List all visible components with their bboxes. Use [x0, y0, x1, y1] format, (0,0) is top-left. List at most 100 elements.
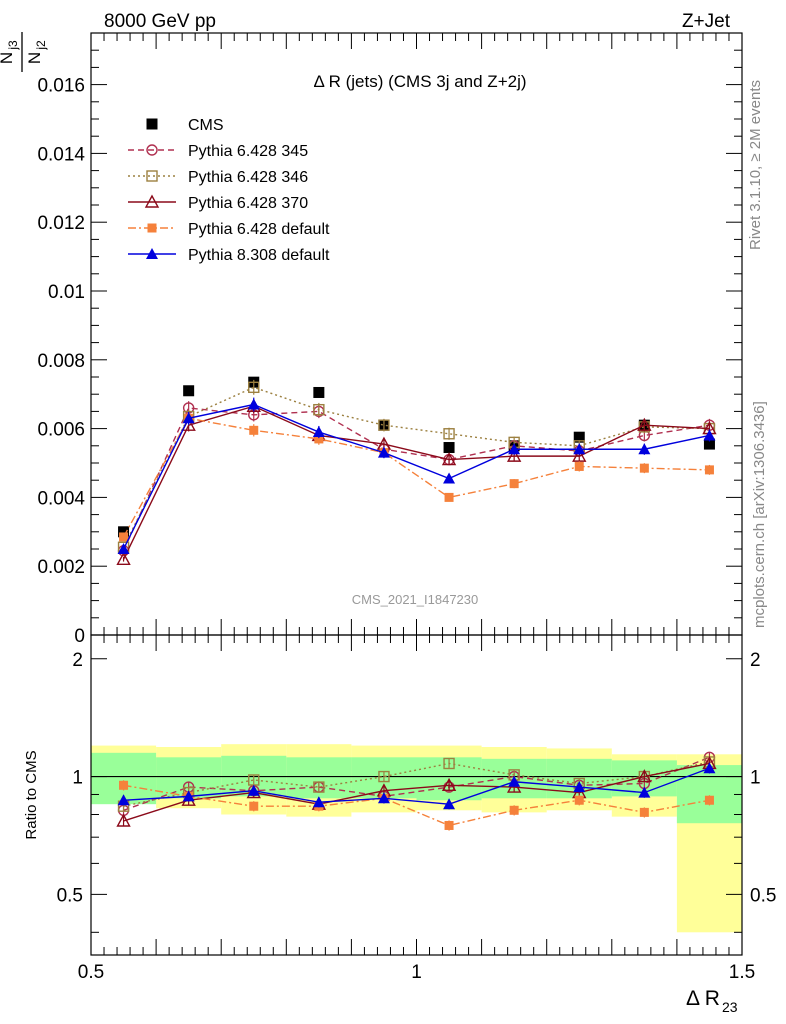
- data-point: [313, 403, 325, 416]
- band-inner: [676, 765, 742, 824]
- data-point: [441, 452, 457, 466]
- data-point: [638, 443, 651, 455]
- data-point: [443, 428, 455, 440]
- legend-item-p6def: Pythia 6.428 default: [128, 221, 330, 238]
- series-line: [122, 405, 710, 560]
- legend-marker: [146, 170, 158, 182]
- data-point: [443, 442, 455, 454]
- data-point: [508, 443, 521, 455]
- ratio-point: [116, 813, 131, 827]
- data-point: [248, 381, 260, 394]
- y-tick-label: 0.004: [37, 488, 85, 509]
- legend-label: CMS: [188, 117, 224, 134]
- data-point: [314, 434, 324, 444]
- legend-marker: [147, 223, 157, 233]
- y-tick-label: 0.012: [37, 213, 85, 234]
- series-line: [122, 403, 710, 550]
- legend-label: Pythia 6.428 default: [188, 221, 330, 238]
- ratio-point: [117, 794, 130, 806]
- data-point: [444, 492, 454, 502]
- ylabel-num: N: [0, 52, 16, 64]
- ratio-point: [312, 796, 325, 808]
- header-left: 8000 GeV pp: [104, 11, 216, 32]
- ratio-line: [123, 762, 710, 822]
- legend-item-cms: CMS: [146, 117, 224, 134]
- ratio-point: [704, 795, 714, 805]
- data-point: [249, 425, 259, 435]
- series-line: [122, 417, 710, 538]
- series-p6def: [119, 411, 714, 542]
- legend-item-p370: Pythia 6.428 370: [128, 194, 308, 212]
- data-point: [637, 417, 652, 431]
- mcplots-label: mcplots.cern.ch [arXiv:1306.3436]: [751, 401, 768, 628]
- ratio-point: [444, 820, 454, 830]
- data-point: [117, 543, 130, 554]
- data-point: [377, 446, 390, 458]
- ratio-line: [123, 767, 710, 805]
- data-point: [703, 429, 716, 441]
- ratio-point: [441, 777, 457, 791]
- series-p345: [117, 401, 716, 557]
- data-point: [247, 398, 260, 410]
- y-tick-label: 0.016: [37, 76, 85, 97]
- data-point: [506, 448, 522, 462]
- data-point: [639, 463, 649, 473]
- data-point: [509, 479, 519, 489]
- ratio-point: [574, 795, 584, 805]
- legend-label: Pythia 6.428 370: [188, 195, 308, 212]
- series-line: [122, 407, 710, 552]
- xlabel: Δ R: [686, 987, 720, 1010]
- data-point: [443, 472, 456, 484]
- main-ylabel: N j3 N j2: [0, 32, 48, 72]
- ratio-point: [639, 807, 649, 817]
- ratio-y-tick-label: 0.5: [57, 885, 83, 906]
- x-tick-label: 1.5: [729, 962, 755, 983]
- xlabel-sub: 23: [722, 999, 738, 1015]
- series-p370: [116, 398, 717, 566]
- ratio-series-p8def: [117, 762, 716, 810]
- legend-item-p8def: Pythia 8.308 default: [128, 247, 330, 264]
- legend-item-p345: Pythia 6.428 345: [128, 143, 308, 160]
- main-panel: 0 0.002 0.004 0.006 0.008 0.01 0.012 0.014 0.016: [37, 32, 743, 647]
- analysis-watermark: CMS_2021_I1847230: [352, 592, 479, 607]
- data-point: [313, 386, 325, 398]
- data-point: [118, 526, 130, 538]
- legend-label: Pythia 6.428 345: [188, 143, 308, 160]
- ratio-y-tick-label-right: 2: [750, 650, 761, 671]
- legend-label: Pythia 6.428 346: [188, 169, 308, 186]
- data-point: [703, 438, 715, 450]
- rivet-label: Rivet 3.1.10, ≥ 2M events: [747, 80, 764, 250]
- ratio-y-tick-label: 1: [72, 768, 83, 789]
- ylabel-num-sub: j3: [6, 40, 20, 51]
- y-tick-label: 0.008: [37, 351, 85, 372]
- data-point: [378, 419, 390, 431]
- x-axis-label: Δ R 23: [686, 987, 738, 1015]
- legend-marker: [146, 118, 158, 130]
- ratio-panel: 0.5 1 1.5 0.5 0.5 1 1 2 2: [57, 33, 776, 983]
- legend: CMS Pythia 6.428 345 Pythia 6.428 346 Pythi…: [128, 117, 330, 264]
- ratio-line: [123, 761, 710, 807]
- y-tick-label: 0.006: [37, 420, 85, 441]
- ratio-point: [247, 784, 260, 796]
- series-line: [122, 386, 710, 548]
- legend-marker: [146, 144, 158, 156]
- main-y-ticks: 0 0.002 0.004 0.006 0.008 0.01 0.012 0.014 0.016: [37, 32, 742, 647]
- data-point: [572, 448, 587, 462]
- x-tick-label: 0.5: [78, 962, 104, 983]
- ratio-point: [637, 769, 652, 783]
- ratio-point: [573, 781, 586, 793]
- main-title: Δ R (jets) (CMS 3j and Z+2j): [313, 72, 526, 91]
- ylabel-den-sub: j2: [34, 40, 48, 51]
- data-point: [183, 385, 195, 397]
- data-point: [182, 412, 195, 424]
- ratio-point: [313, 781, 325, 793]
- y-tick-label: 0.01: [48, 282, 85, 303]
- ratio-point: [249, 801, 259, 811]
- y-tick-label: 0: [74, 626, 85, 647]
- series-cms: [118, 376, 715, 538]
- ylabel-den: N: [25, 52, 44, 64]
- ratio-point: [377, 792, 390, 804]
- y-tick-label: 0.002: [37, 557, 85, 578]
- legend-label: Pythia 8.308 default: [188, 247, 330, 264]
